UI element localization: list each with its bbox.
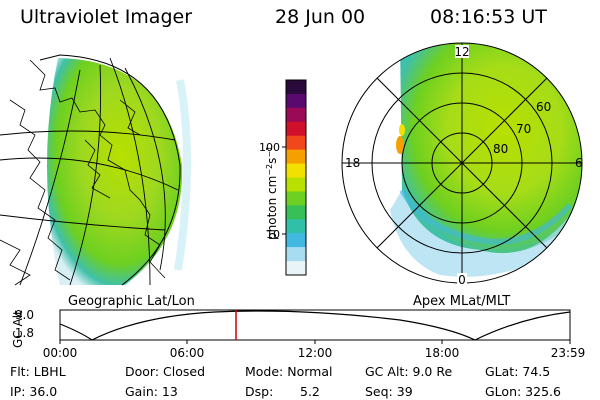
dsp-value: 5.2 <box>300 384 320 399</box>
colorbar-stop <box>286 107 306 123</box>
colorbar-unit-label: photon cm−2s−1 <box>265 146 279 240</box>
orbit-xtick-1800: 18:00 <box>425 346 460 360</box>
coastlines <box>0 59 166 286</box>
geographic-image-panel <box>0 54 191 286</box>
orbit-axis-label: GC Alt <box>11 310 25 348</box>
colorbar-stop <box>286 80 306 95</box>
lat-lon-grid <box>0 57 179 286</box>
colorbar-stop <box>286 163 306 178</box>
colorbar-stop <box>286 93 306 109</box>
apex-polar-panel: 12 18 6 0 60 70 80 <box>341 42 583 287</box>
earth-limb <box>39 54 181 286</box>
colorbar: 100 10 photon cm−2s−1 <box>259 79 307 276</box>
time-label: 08:16:53 UT <box>430 6 547 28</box>
uv-emission-area <box>46 58 183 285</box>
orbit-ytick-1-8: 1.8 <box>15 326 34 340</box>
orbit-ytick-9: 9.0 <box>15 308 34 322</box>
mlt-6-label: 6 <box>575 156 583 170</box>
colorbar-stop <box>286 191 306 206</box>
orbit-xtick-2359: 23:59 <box>551 346 586 360</box>
mlt-18-label: 18 <box>345 156 360 170</box>
mlt-12-label: 12 <box>454 45 469 59</box>
mlt-0-label: 0 <box>458 273 466 287</box>
uv-emission-polar <box>400 43 582 254</box>
geographic-panel-label: Geographic Lat/Lon <box>68 294 195 309</box>
mlat-70-label: 70 <box>516 122 531 136</box>
date-label: 28 Jun 00 <box>275 6 366 28</box>
colorbar-tick-10: 10 <box>266 228 280 241</box>
colorbar-stop <box>286 219 306 234</box>
colorbar-stop <box>286 261 306 276</box>
orbit-altitude-curve <box>59 310 571 341</box>
colorbar-stop <box>286 149 306 165</box>
glon-info: GLon: 325.6 <box>485 384 561 399</box>
colorbar-stop <box>286 247 306 262</box>
glat-info: GLat: 74.5 <box>485 364 551 379</box>
orbit-xtick-1200: 12:00 <box>298 346 333 360</box>
mlat-60-label: 60 <box>536 100 551 114</box>
mlat-80-label: 80 <box>493 142 508 156</box>
colorbar-stop <box>286 135 306 151</box>
colorbar-tick-100: 100 <box>259 141 280 154</box>
gain-info: Gain: 13 <box>125 384 178 399</box>
colorbar-stop <box>286 177 306 192</box>
filter-info: Flt: LBHL <box>10 364 66 379</box>
orbit-xtick-0600: 06:00 <box>170 346 205 360</box>
dsp-label: Dsp: <box>245 384 274 399</box>
colorbar-stop <box>286 205 306 220</box>
orbit-altitude-plot: GC Alt 9.0 1.8 00:00 06:00 12:00 18:00 2… <box>11 308 586 360</box>
door-info: Door: Closed <box>125 364 206 379</box>
colorbar-stops <box>286 80 306 276</box>
polar-grid <box>341 42 583 284</box>
orbit-xtick-0000: 00:00 <box>43 346 78 360</box>
gc-alt-info: GC Alt: 9.0 Re <box>365 364 453 379</box>
apex-panel-label: Apex MLat/MLT <box>413 294 511 309</box>
app-title: Ultraviolet Imager <box>20 6 193 28</box>
ip-info: IP: 36.0 <box>10 384 58 399</box>
sequence-info: Seq: 39 <box>365 384 413 399</box>
colorbar-stop <box>286 121 306 137</box>
colorbar-stop <box>286 233 306 248</box>
mode-info: Mode: Normal <box>245 364 333 379</box>
